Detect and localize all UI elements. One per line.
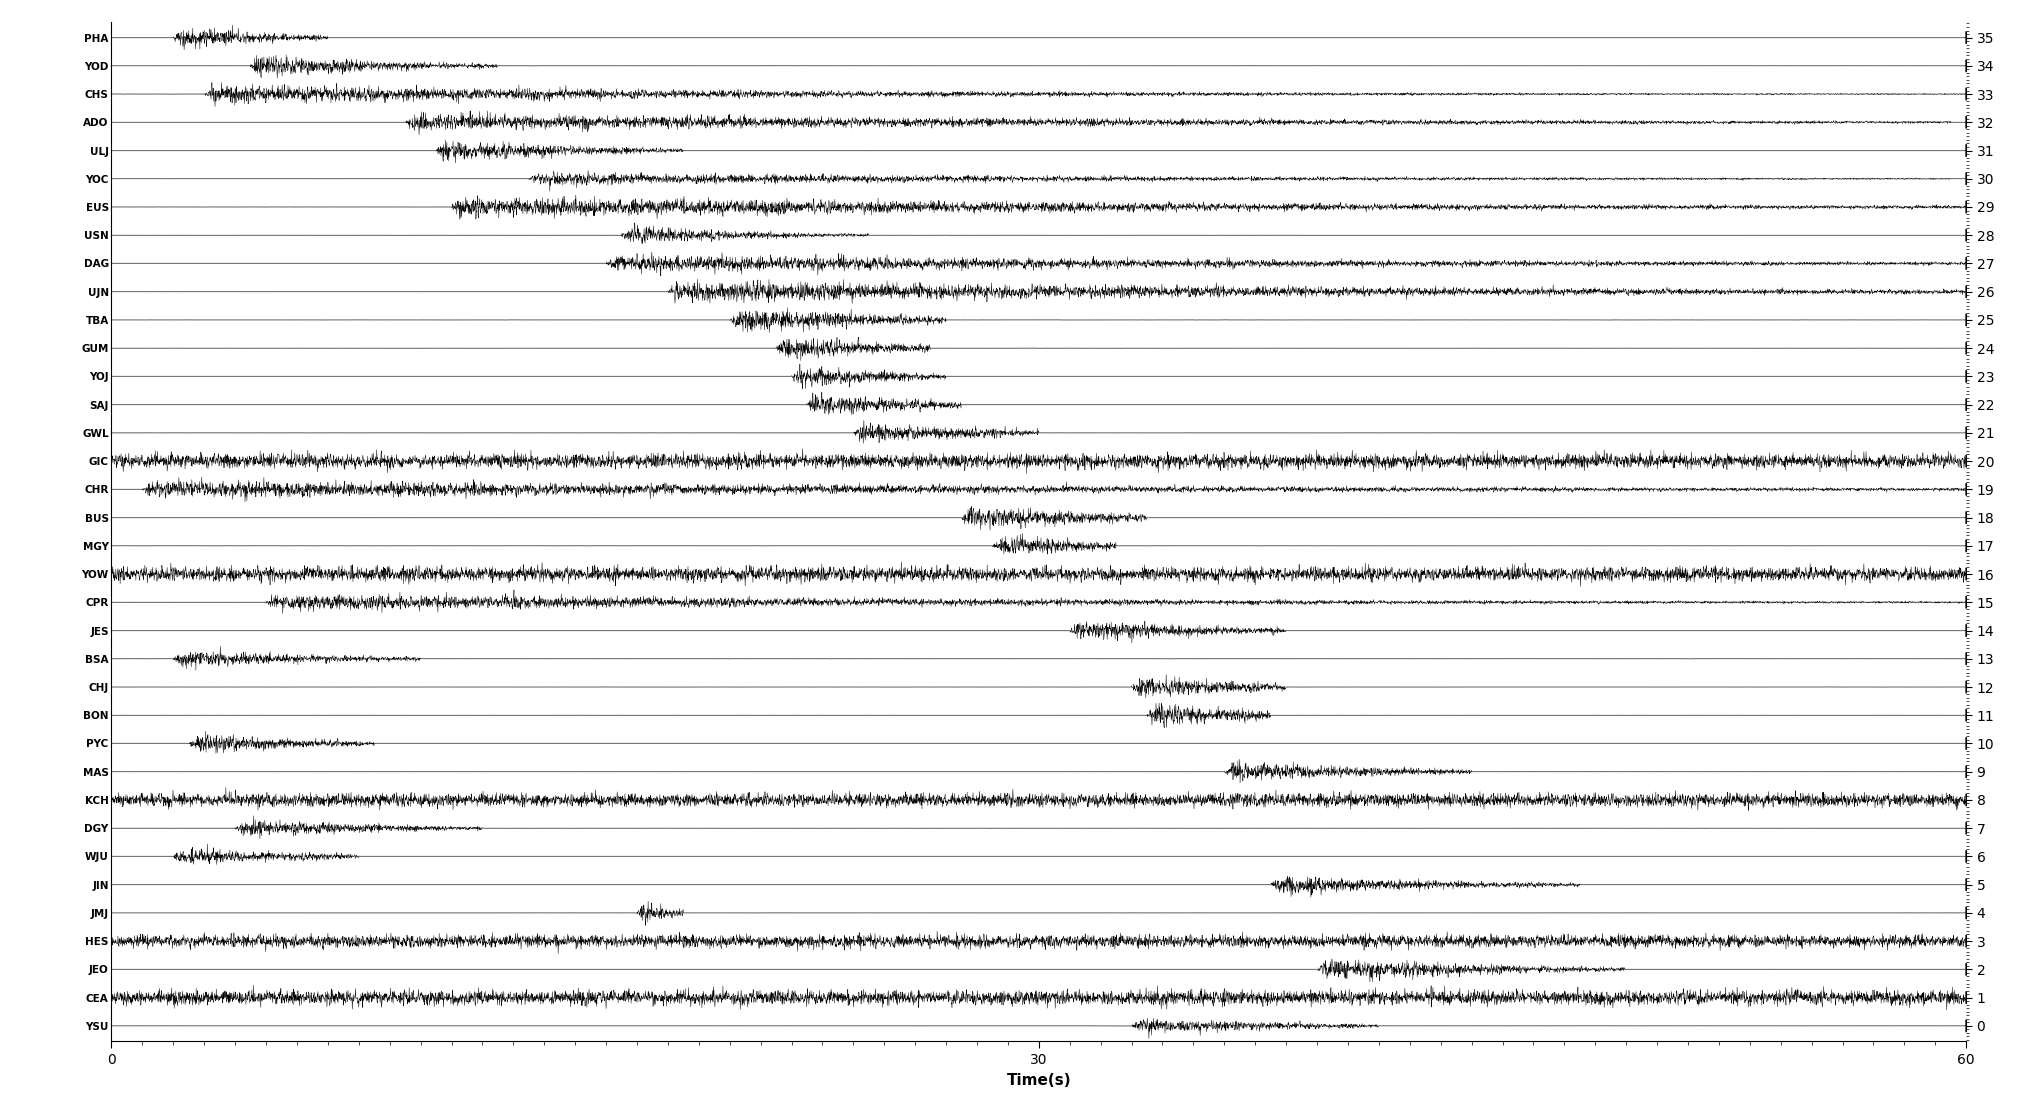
X-axis label: Time(s): Time(s) (1007, 1072, 1070, 1088)
